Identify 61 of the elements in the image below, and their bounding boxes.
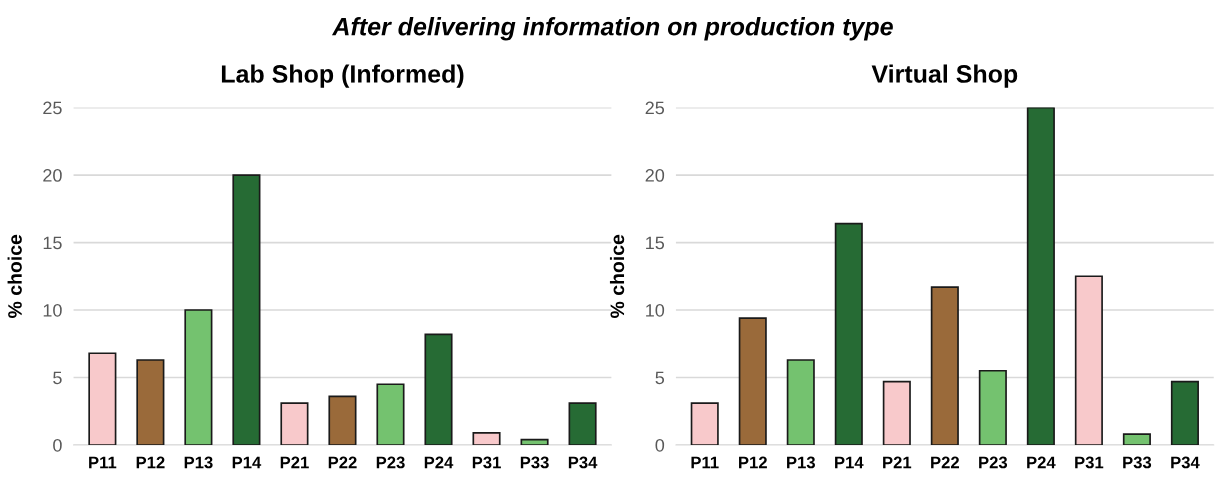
bar [690,402,719,445]
text: After delivering information on production type [331,17,893,41]
y-tick-label: 15 [43,236,62,250]
bar [568,402,597,445]
x-tick-label: P12 [136,456,165,469]
bar [930,286,959,445]
bar [1170,380,1199,445]
y-tick-label: 5 [53,371,62,385]
y-axis-title: % choice [7,234,22,318]
x-tick-label: P14 [232,456,262,469]
y-tick-label: 25 [645,101,665,115]
bar [88,352,117,445]
y-tick-label: 20 [645,169,665,182]
chart-title: Virtual Shop [871,64,1018,88]
y-tick-label: 0 [655,438,665,452]
bar [280,402,309,445]
x-tick-label: P34 [568,456,598,469]
x-tick-label: P21 [280,456,309,469]
bar [786,359,815,445]
x-tick-label: P21 [883,456,912,469]
x-tick-label: P31 [472,456,501,469]
x-tick-label: P22 [328,456,357,469]
x-tick-label: P11 [89,456,117,469]
x-tick-label: P33 [1123,456,1152,469]
x-tick-label: P24 [1027,456,1056,469]
bar [834,222,863,445]
x-tick-label: P23 [979,456,1008,469]
x-tick-label: P31 [1075,456,1104,469]
bar [978,369,1007,445]
bar [184,309,213,445]
chart-title: Lab Shop (Informed) [221,64,464,88]
x-tick-label: P11 [691,456,719,469]
y-tick-label: 10 [43,303,62,317]
y-tick-label: 20 [43,169,62,182]
bar [1074,275,1103,445]
bar [520,438,549,445]
bar [738,317,767,445]
bar [1122,433,1151,445]
bar [1026,107,1055,445]
y-tick-label: 5 [655,371,665,385]
x-tick-label: P23 [376,456,405,469]
bar [882,380,911,445]
x-tick-label: P33 [520,456,549,469]
bar [136,359,165,445]
bar [424,333,453,445]
x-tick-label: P13 [787,456,815,469]
bar [232,174,261,445]
x-tick-label: P12 [739,456,767,469]
y-tick-label: 15 [646,236,665,250]
x-tick-label: P22 [931,456,959,469]
y-tick-label: 0 [53,438,62,452]
bar [472,432,501,445]
y-tick-label: 10 [646,303,665,317]
bar [328,395,357,445]
x-tick-label: P24 [424,456,454,469]
x-tick-label: P13 [184,456,213,469]
bar [376,383,405,445]
x-tick-label: P34 [1171,456,1200,469]
y-tick-label: 25 [43,101,62,115]
y-axis-title: % choice [609,234,625,318]
x-tick-label: P14 [835,456,864,469]
